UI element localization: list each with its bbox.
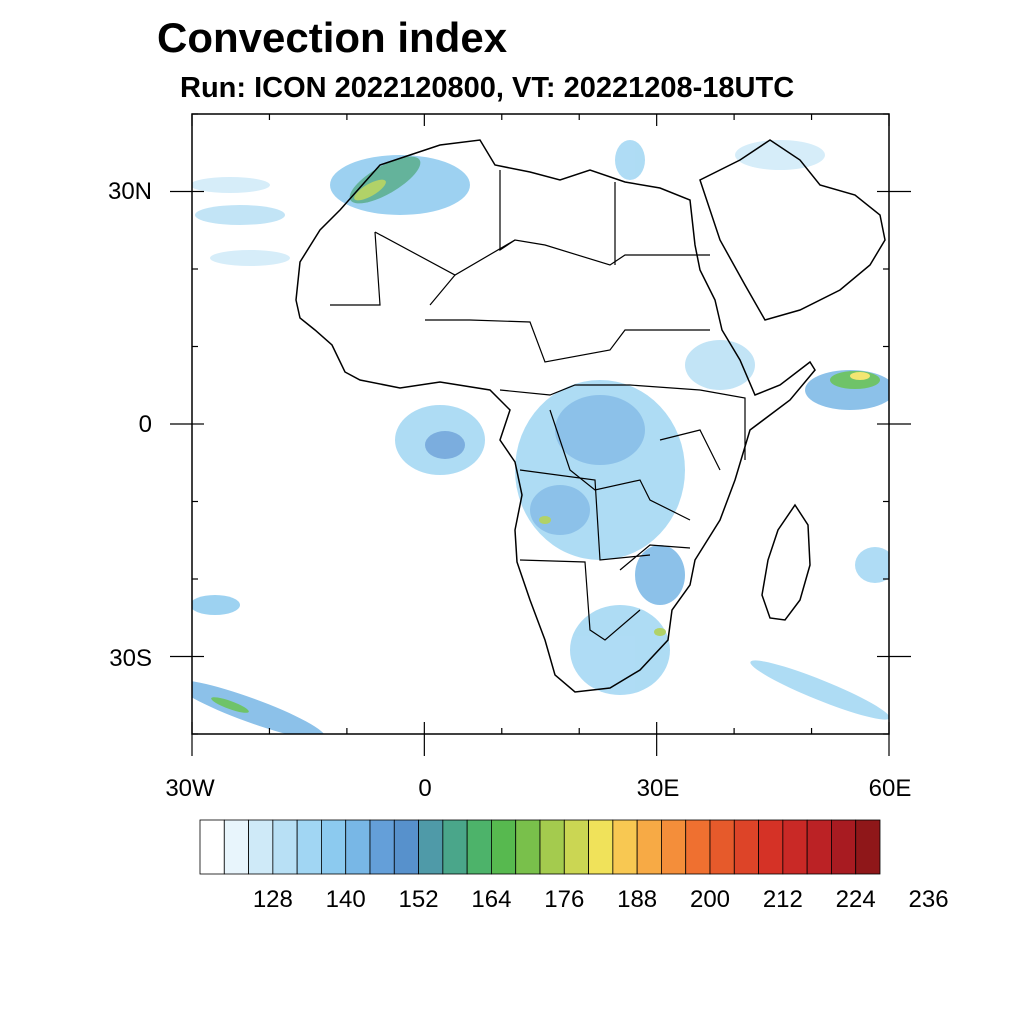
field-blob-atlantic2 (192, 177, 270, 193)
colorbar-label: 236 (908, 886, 949, 913)
colorbar-swatch (685, 819, 711, 875)
field-blob-mediterranean (615, 140, 645, 180)
field-peak-arabian-sea (850, 372, 870, 380)
madagascar-coastline (761, 503, 811, 621)
colorbar-label: 128 (252, 886, 293, 913)
colorbar-swatch (199, 819, 225, 875)
arabia-coastline (699, 139, 886, 321)
colorbar-swatch (636, 819, 662, 875)
colorbar (199, 819, 881, 875)
colorbar-swatch (418, 819, 444, 875)
axis-ticks (170, 113, 911, 756)
colorbar-label: 188 (617, 886, 658, 913)
colorbar-label: 224 (835, 886, 876, 913)
field-blob-south-atlantic (192, 595, 240, 615)
colorbar-swatch (248, 819, 274, 875)
field-core-congo2 (530, 485, 590, 535)
colorbar-swatch (612, 819, 638, 875)
field-blob-atlantic3 (210, 250, 290, 266)
colorbar-swatch (223, 819, 249, 875)
colorbar-swatch (661, 819, 687, 875)
colorbar-swatch (345, 819, 371, 875)
colorbar-swatch (466, 819, 492, 875)
colorbar-swatch (733, 819, 759, 875)
field-blob-zimbabwe (635, 545, 685, 605)
field-peak-south-africa (654, 628, 666, 636)
colorbar-label: 212 (762, 886, 803, 913)
lon-label-30e: 30E (636, 775, 680, 802)
colorbar-swatch (393, 819, 419, 875)
africa-coastline (295, 139, 816, 693)
colorbar-label: 200 (689, 886, 731, 913)
field-peak-congo (539, 516, 551, 524)
lat-label-30s: 30S (109, 645, 152, 672)
lat-label-30n: 30N (107, 178, 152, 205)
colorbar-swatch (782, 819, 808, 875)
colorbar-swatch (272, 819, 298, 875)
field-peak-morocco (354, 179, 386, 201)
field-blob-atlantic1 (195, 205, 285, 225)
colorbar-swatch (588, 819, 614, 875)
colorbar-swatch (321, 819, 347, 875)
country-borders (330, 170, 746, 641)
colorbar-swatch (491, 819, 517, 875)
colorbar-swatch (806, 819, 832, 875)
field-core-congo (555, 395, 645, 465)
colorbar-label: 164 (471, 886, 512, 913)
colorbar-label: 152 (398, 886, 439, 913)
convection-field (192, 140, 889, 734)
colorbar-swatch (855, 819, 881, 875)
field-core-southern-ocean (211, 697, 249, 713)
colorbar-swatch (563, 819, 589, 875)
field-core-gulf (425, 431, 465, 459)
colorbar-swatch (369, 819, 395, 875)
colorbar-label: 176 (544, 886, 585, 913)
colorbar-swatch (515, 819, 541, 875)
colorbar-swatch (539, 819, 565, 875)
colorbar-swatch (296, 819, 322, 875)
lat-label-0: 0 (138, 411, 152, 438)
lon-label-0: 0 (418, 775, 432, 802)
colorbar-swatch (831, 819, 857, 875)
colorbar-label: 140 (325, 886, 366, 913)
field-blob-mascarene (855, 547, 889, 583)
chart-title: Convection index (157, 14, 508, 61)
colorbar-swatch (709, 819, 735, 875)
field-blob-indian-ocean (750, 660, 889, 720)
field-blob-ethiopia (685, 340, 755, 390)
field-blob-southern-ocean (192, 680, 326, 734)
lon-label-60e: 60E (868, 775, 912, 802)
field-blob-south-africa (570, 605, 670, 695)
lon-label-30w: 30W (165, 775, 215, 802)
colorbar-swatch (442, 819, 468, 875)
colorbar-swatch (758, 819, 784, 875)
chart-subtitle: Run: ICON 2022120800, VT: 20221208-18UTC (180, 72, 795, 104)
